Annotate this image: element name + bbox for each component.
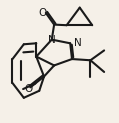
- Text: N: N: [74, 38, 81, 48]
- Text: O: O: [24, 84, 32, 94]
- Text: N: N: [48, 35, 56, 45]
- Text: O: O: [39, 8, 47, 18]
